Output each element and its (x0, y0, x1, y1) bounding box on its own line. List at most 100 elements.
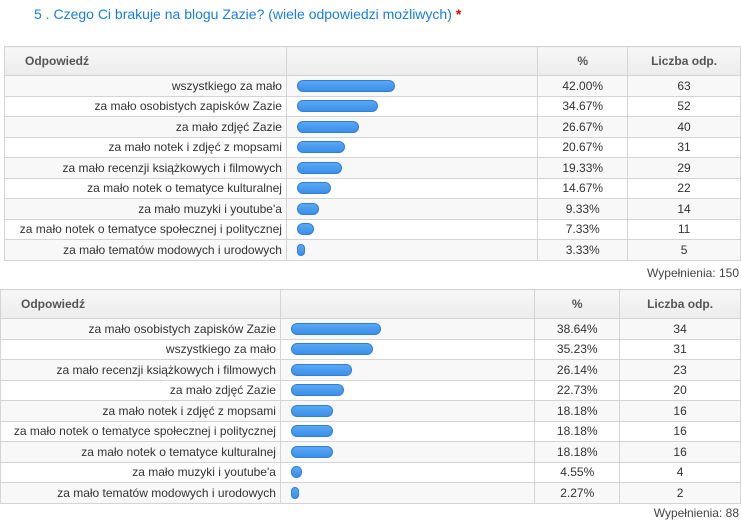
answer-label: wszystkiego za mało (4, 75, 287, 97)
table-row: za mało muzyki i youtube'a 9.33% 14 (4, 198, 741, 220)
table-row: za mało notek o tematyce społecznej i po… (0, 420, 741, 442)
percent-value: 19.33% (537, 157, 629, 179)
table-row: wszystkiego za mało 42.00% 63 (4, 75, 741, 97)
table-row: wszystkiego za mało 35.23% 31 (0, 338, 741, 360)
responses-total: Wypełnienia: 88 (653, 506, 739, 520)
percent-value: 3.33% (537, 239, 629, 261)
percent-bar (290, 404, 334, 417)
percent-bar (290, 486, 299, 499)
table-header: Odpowiedź% Liczba odp. (0, 289, 741, 319)
table-header: Odpowiedź% Liczba odp. (4, 46, 741, 76)
bar-cell (285, 116, 539, 138)
header-count: Liczba odp. (619, 289, 741, 319)
bar-cell (279, 379, 536, 401)
count-value: 31 (619, 338, 741, 360)
percent-bar (290, 343, 374, 356)
bar-cell (285, 95, 539, 117)
answer-label: za mało recenzji książkowych i filmowych (4, 157, 287, 179)
percent-value: 7.33% (537, 218, 629, 240)
percent-value: 18.18% (534, 420, 621, 442)
answer-label: za mało notek o tematyce kulturalnej (0, 441, 281, 463)
bar-cell (285, 198, 539, 220)
count-value: 29 (627, 157, 741, 179)
table-row: za mało zdjęć Zazie 26.67% 40 (4, 116, 741, 138)
results-table: Odpowiedź% Liczba odp. za mało osobistych … (0, 289, 741, 504)
percent-bar (296, 79, 395, 92)
answer-label: za mało notek i zdjęć z mopsami (4, 136, 287, 158)
question-title: 5 . Czego Ci brakuje na blogu Zazie? (wi… (34, 6, 461, 22)
table-row: za mało notek i zdjęć z mopsami 20.67% 31 (4, 136, 741, 158)
answer-label: za mało notek o tematyce społecznej i po… (0, 420, 281, 442)
table-row: za mało recenzji książkowych i filmowych… (0, 359, 741, 381)
bar-cell (285, 157, 539, 179)
percent-value: 9.33% (537, 198, 629, 220)
percent-bar (296, 161, 342, 174)
count-value: 4 (619, 461, 741, 483)
table-row: za mało zdjęć Zazie 22.73% 20 (0, 379, 741, 401)
percent-value: 42.00% (537, 75, 629, 97)
percent-bar (296, 100, 378, 113)
bar-cell (285, 75, 539, 97)
count-value: 23 (619, 359, 741, 381)
count-value: 14 (627, 198, 741, 220)
answer-label: za mało zdjęć Zazie (0, 379, 281, 401)
percent-value: 4.55% (534, 461, 621, 483)
bar-cell (285, 239, 539, 261)
answer-label: za mało zdjęć Zazie (4, 116, 287, 138)
answer-label: za mało recenzji książkowych i filmowych (0, 359, 281, 381)
percent-bar (296, 182, 332, 195)
percent-bar (296, 120, 360, 133)
answer-label: za mało notek o tematyce społecznej i po… (4, 218, 287, 240)
header-count: Liczba odp. (627, 46, 741, 76)
bar-cell (285, 218, 539, 240)
bar-cell (279, 420, 536, 442)
table-row: za mało tematów modowych i urodowych 2.27… (0, 482, 741, 504)
percent-bar (296, 243, 305, 256)
bar-cell (279, 400, 536, 422)
percent-value: 22.73% (534, 379, 621, 401)
answer-label: za mało notek i zdjęć z mopsami (0, 400, 281, 422)
table-row: za mało notek o tematyce społecznej i po… (4, 218, 741, 240)
percent-value: 38.64% (534, 318, 621, 340)
bar-cell (285, 177, 539, 199)
table-row: za mało recenzji książkowych i filmowych… (4, 157, 741, 179)
count-value: 52 (627, 95, 741, 117)
question-text: 5 . Czego Ci brakuje na blogu Zazie? (wi… (34, 6, 452, 22)
percent-bar (296, 223, 315, 236)
bar-cell (279, 318, 536, 340)
header-bar (285, 46, 539, 76)
answer-label: za mało muzyki i youtube'a (4, 198, 287, 220)
count-value: 63 (627, 75, 741, 97)
percent-bar (290, 384, 344, 397)
header-answer: Odpowiedź (4, 46, 287, 76)
percent-value: 26.14% (534, 359, 621, 381)
header-percent: % (537, 46, 629, 76)
bar-cell (279, 482, 536, 504)
table-row: za mało tematów modowych i urodowych 3.33… (4, 239, 741, 261)
count-value: 2 (619, 482, 741, 504)
answer-label: za mało notek o tematyce kulturalnej (4, 177, 287, 199)
percent-value: 26.67% (537, 116, 629, 138)
header-percent: % (534, 289, 621, 319)
percent-bar (290, 322, 381, 335)
percent-bar (290, 466, 302, 479)
percent-bar (296, 141, 346, 154)
table-row: za mało notek i zdjęć z mopsami 18.18% 16 (0, 400, 741, 422)
count-value: 16 (619, 400, 741, 422)
count-value: 40 (627, 116, 741, 138)
percent-value: 14.67% (537, 177, 629, 199)
answer-label: za mało osobistych zapisków Zazie (0, 318, 281, 340)
answer-label: za mało tematów modowych i urodowych (4, 239, 287, 261)
count-value: 16 (619, 420, 741, 442)
header-answer: Odpowiedź (0, 289, 281, 319)
required-mark: * (455, 6, 462, 22)
percent-value: 18.18% (534, 400, 621, 422)
bar-cell (285, 136, 539, 158)
percent-bar (290, 425, 334, 438)
percent-value: 20.67% (537, 136, 629, 158)
count-value: 31 (627, 136, 741, 158)
count-value: 34 (619, 318, 741, 340)
percent-bar (290, 363, 352, 376)
bar-cell (279, 441, 536, 463)
answer-label: wszystkiego za mało (0, 338, 281, 360)
